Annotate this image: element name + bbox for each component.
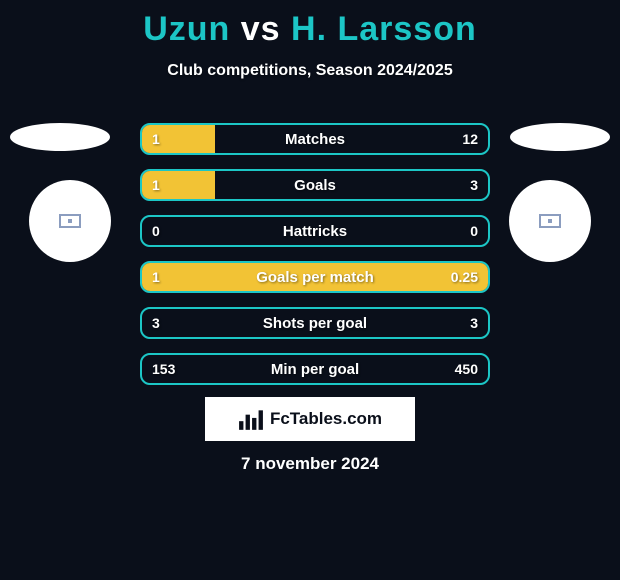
stat-label: Hattricks — [142, 217, 488, 245]
page-title: Uzun vs H. Larsson — [0, 10, 620, 49]
title-vs: vs — [241, 10, 281, 48]
club-badge-left — [29, 180, 111, 262]
brand-text: FcTables.com — [270, 409, 382, 429]
stat-bar: 153450Min per goal — [140, 353, 490, 385]
subtitle: Club competitions, Season 2024/2025 — [0, 62, 620, 80]
club-badge-right — [509, 180, 591, 262]
stat-bar: 10.25Goals per match — [140, 261, 490, 293]
avatar-right-shadow — [510, 123, 610, 151]
flag-icon — [59, 214, 81, 228]
stat-bar: 13Goals — [140, 169, 490, 201]
title-player-left: Uzun — [143, 10, 230, 48]
stat-label: Min per goal — [142, 355, 488, 383]
title-player-right: H. Larsson — [291, 10, 477, 48]
stat-label: Goals per match — [142, 263, 488, 291]
date-text: 7 november 2024 — [0, 454, 620, 474]
stat-label: Matches — [142, 125, 488, 153]
flag-icon — [539, 214, 561, 228]
stats-bars: 112Matches 13Goals 00Hattricks 10.25Goals p… — [140, 123, 490, 399]
bar-chart-icon — [238, 408, 264, 430]
stat-bar: 00Hattricks — [140, 215, 490, 247]
stat-bar: 112Matches — [140, 123, 490, 155]
stat-label: Goals — [142, 171, 488, 199]
brand-badge: FcTables.com — [205, 397, 415, 441]
stat-bar: 33Shots per goal — [140, 307, 490, 339]
avatar-left-shadow — [10, 123, 110, 151]
chart-canvas: Uzun vs H. Larsson Club competitions, Se… — [0, 0, 620, 580]
stat-label: Shots per goal — [142, 309, 488, 337]
